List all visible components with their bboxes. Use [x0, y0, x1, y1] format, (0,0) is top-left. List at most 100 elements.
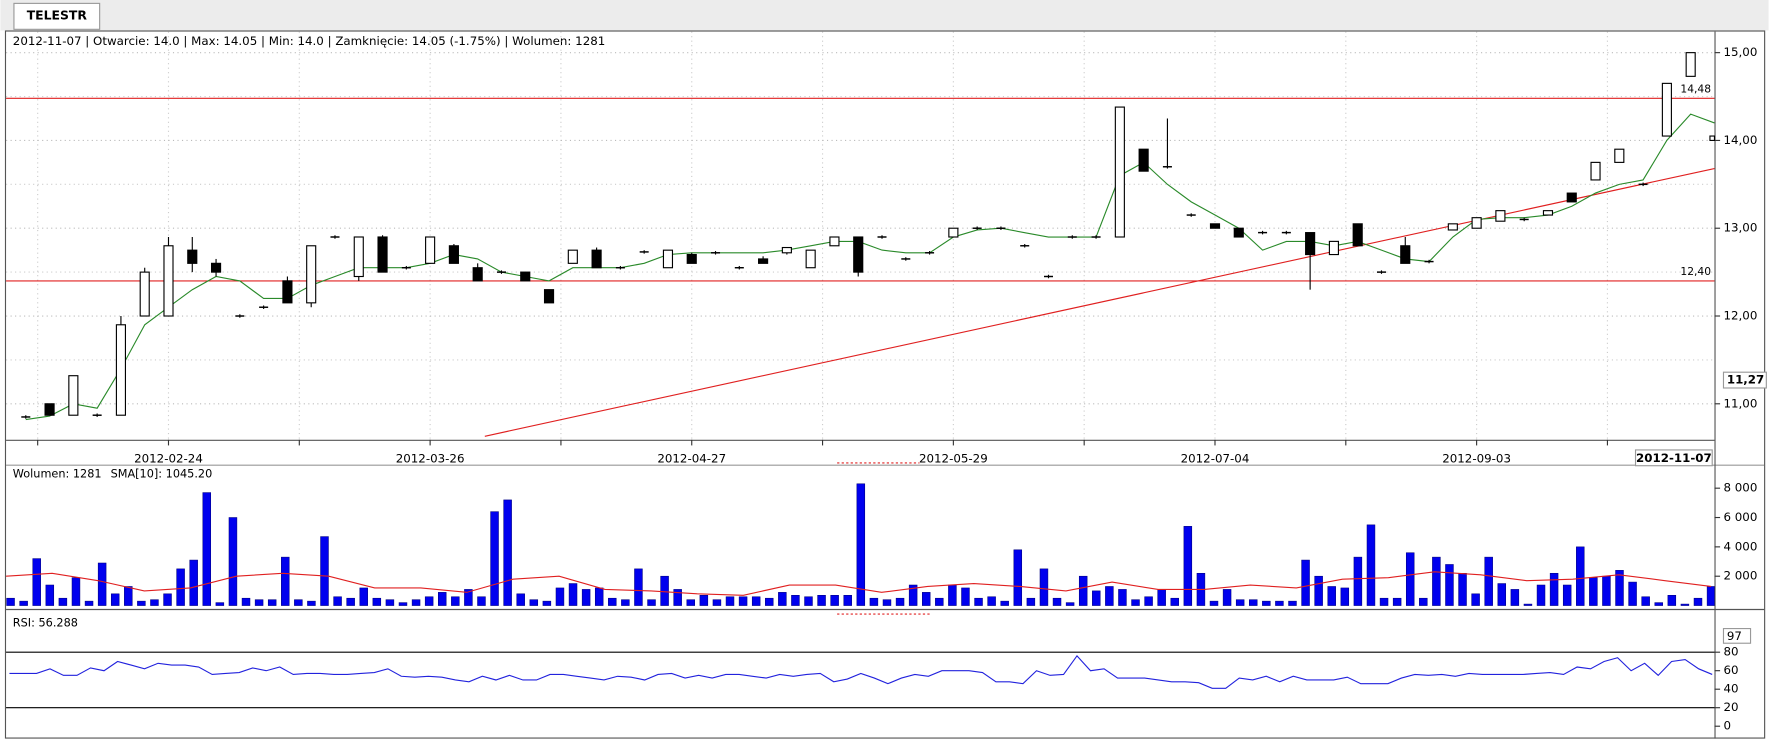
volume-bar	[1301, 559, 1310, 606]
volume-bar	[346, 597, 355, 606]
candle-body	[1614, 148, 1625, 163]
volume-bar	[307, 600, 316, 606]
volume-bar	[477, 596, 486, 606]
volume-bar	[1628, 581, 1637, 606]
candle-body	[1447, 223, 1458, 231]
x-cursor-label: 2012-11-07	[1636, 451, 1712, 465]
candle-body	[758, 258, 769, 264]
volume-bar	[1484, 556, 1493, 606]
volume-bar	[542, 600, 552, 606]
volume-bar	[974, 597, 983, 606]
tab-label[interactable]: TELESTR	[27, 7, 88, 22]
y-tick-label: 40	[1723, 682, 1738, 696]
volume-bar	[294, 599, 303, 606]
volume-bar	[948, 584, 957, 606]
volume-bar	[1445, 564, 1454, 606]
volume-bar	[647, 599, 656, 606]
candle-body	[44, 403, 55, 416]
volume-bar	[699, 595, 709, 606]
y-tick-label: 14,00	[1723, 133, 1757, 147]
trend-line	[484, 167, 1715, 437]
volume-bar	[19, 600, 28, 606]
candle-body	[353, 236, 364, 278]
candle-body	[1352, 223, 1363, 247]
y-tick-label: 60	[1723, 663, 1738, 677]
volume-bar	[1667, 595, 1677, 606]
volume-bar	[1275, 600, 1284, 606]
candle-body	[543, 289, 555, 304]
x-tick-label: 2012-04-27	[657, 451, 726, 465]
candle-body	[472, 267, 483, 282]
volume-bar	[424, 596, 434, 606]
volume-bar	[1039, 568, 1049, 606]
volume-bar	[1576, 546, 1585, 606]
volume-bar	[124, 586, 133, 606]
x-tick-label: 2012-05-29	[919, 451, 988, 465]
volume-bar	[464, 589, 473, 606]
volume-bar	[712, 599, 722, 606]
cursor-box	[1722, 371, 1767, 389]
volume-bar	[1314, 575, 1323, 606]
volume-bar	[1405, 552, 1415, 606]
cursor-label: 97	[1727, 629, 1742, 643]
volume-bar	[987, 596, 996, 606]
volume-bar	[1458, 572, 1467, 606]
volume-bar	[856, 483, 866, 606]
volume-bar	[110, 593, 120, 606]
volume-bar	[673, 589, 682, 606]
volume-bar	[1013, 549, 1023, 606]
volume-bar	[176, 568, 185, 606]
volume-bar	[1118, 589, 1127, 606]
candle-body	[1566, 192, 1577, 203]
volume-bar	[1654, 602, 1663, 606]
tab[interactable]	[13, 2, 101, 30]
volume-bar	[1536, 584, 1546, 606]
volume-bar	[490, 511, 499, 606]
volume-bar	[1432, 556, 1441, 606]
rsi-line	[9, 654, 1713, 689]
y-tick-label: 4 000	[1723, 539, 1757, 553]
candle-body	[187, 249, 198, 264]
legend-entry: RSI: 56.288	[13, 617, 78, 630]
volume-bar	[438, 592, 447, 606]
volume-bar	[1249, 599, 1258, 606]
legend-entry: SMA[10]: 1045.20	[111, 468, 213, 481]
volume-bar	[163, 593, 172, 606]
volume-bar	[1549, 572, 1559, 606]
volume-bar	[516, 593, 525, 606]
volume-bar	[725, 596, 735, 606]
volume-bar	[908, 584, 918, 606]
candle-body	[115, 324, 126, 416]
volume-bar	[267, 599, 277, 606]
candle-body	[163, 245, 174, 317]
volume-bar	[451, 596, 460, 606]
volume-bar	[686, 599, 695, 606]
volume-bar	[738, 596, 748, 606]
volume-bar	[921, 592, 931, 606]
volume-bar	[503, 499, 512, 606]
volume-bar	[58, 597, 68, 606]
candle-body	[1709, 135, 1716, 141]
volume-bar	[1183, 526, 1193, 606]
volume-bar	[751, 596, 761, 606]
volume-bar	[333, 596, 342, 606]
volume-bar	[1052, 597, 1062, 606]
volume-bar	[84, 600, 94, 606]
volume-bar	[1379, 597, 1389, 606]
volume-bar	[1419, 597, 1428, 606]
volume-bar	[791, 595, 800, 606]
volume-bar	[254, 599, 264, 606]
volume-average	[6, 571, 1712, 596]
candle-body	[1685, 52, 1696, 77]
y-tick-label: 6 000	[1723, 510, 1757, 524]
volume-bar	[97, 562, 107, 606]
y-tick-label: 20	[1723, 700, 1738, 714]
y-tick-label: 0	[1723, 719, 1731, 733]
x-tick-label: 2012-07-04	[1181, 451, 1250, 465]
volume-bar	[1615, 570, 1624, 606]
volume-bar	[804, 596, 813, 606]
tab-bar	[0, 0, 1769, 31]
y-tick-label: 15,00	[1723, 45, 1757, 59]
volume-bar	[1392, 597, 1402, 606]
